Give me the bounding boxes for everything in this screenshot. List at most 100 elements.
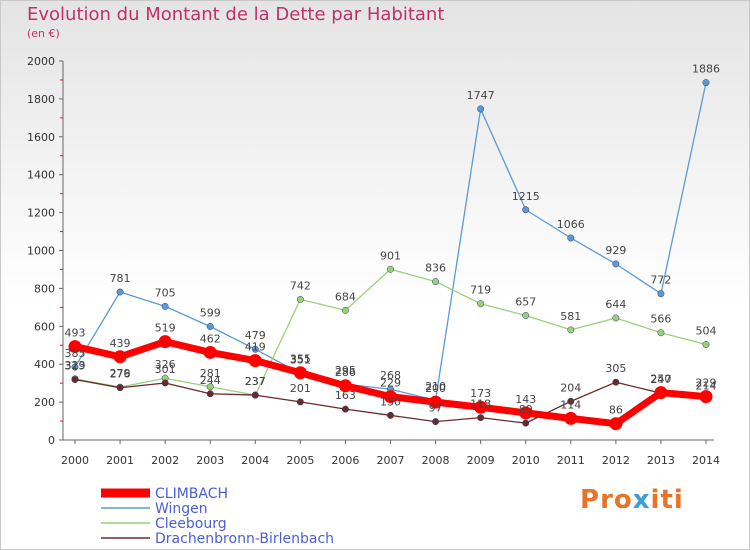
data-label-wingen: 772 bbox=[650, 274, 671, 287]
data-label-cleebourg: 237 bbox=[245, 375, 266, 388]
data-point-drachenbronn-birlenbach bbox=[161, 379, 169, 387]
logo-letter: o bbox=[613, 485, 633, 515]
y-tick-label: 400 bbox=[34, 358, 55, 371]
data-point-drachenbronn-birlenbach bbox=[432, 418, 440, 426]
data-label-climbach: 493 bbox=[65, 327, 86, 340]
x-tick-label: 2011 bbox=[557, 454, 585, 467]
data-point-cleebourg bbox=[702, 341, 710, 348]
x-tick-label: 2006 bbox=[331, 454, 359, 467]
x-tick-label: 2014 bbox=[692, 454, 720, 467]
data-label-climbach: 355 bbox=[290, 353, 311, 366]
data-point-cleebourg bbox=[612, 314, 620, 322]
proxiti-logo: Proxiti bbox=[580, 485, 684, 515]
data-label-drachenbronn-birlenbach: 118 bbox=[470, 398, 491, 411]
y-tick-label: 1200 bbox=[27, 207, 55, 220]
data-point-drachenbronn-birlenbach bbox=[71, 376, 79, 383]
data-point-cleebourg bbox=[206, 383, 214, 391]
data-point-climbach bbox=[248, 354, 262, 368]
data-point-wingen bbox=[657, 290, 665, 298]
data-label-wingen: 1066 bbox=[557, 218, 585, 231]
x-tick-label: 2003 bbox=[196, 454, 224, 467]
data-label-cleebourg: 326 bbox=[155, 358, 176, 371]
data-point-climbach bbox=[113, 350, 127, 364]
y-tick-label: 200 bbox=[34, 396, 55, 409]
y-tick-label: 0 bbox=[48, 434, 55, 447]
data-label-drachenbronn-birlenbach: 301 bbox=[155, 363, 176, 376]
y-tick-label: 1800 bbox=[27, 93, 55, 106]
data-point-drachenbronn-birlenbach bbox=[341, 405, 349, 413]
data-label-climbach: 250 bbox=[650, 373, 671, 386]
x-tick-label: 2009 bbox=[467, 454, 495, 467]
data-label-cleebourg: 719 bbox=[470, 284, 491, 297]
logo-letter: i bbox=[673, 485, 684, 515]
data-point-wingen bbox=[612, 260, 620, 268]
logo-letter: r bbox=[600, 485, 614, 515]
data-label-wingen: 1215 bbox=[512, 190, 540, 203]
data-label-cleebourg: 581 bbox=[560, 310, 581, 323]
legend-label: Cleebourg bbox=[155, 516, 227, 532]
data-point-wingen bbox=[251, 345, 259, 353]
data-point-wingen bbox=[702, 79, 710, 87]
data-label-drachenbronn-birlenbach: 97 bbox=[429, 402, 443, 415]
data-label-wingen: 268 bbox=[380, 369, 401, 382]
data-point-drachenbronn-birlenbach bbox=[612, 378, 620, 386]
data-point-wingen bbox=[477, 105, 485, 113]
data-point-drachenbronn-birlenbach bbox=[522, 419, 530, 427]
data-label-climbach: 519 bbox=[155, 322, 176, 335]
series-layer bbox=[68, 79, 713, 431]
data-label-climbach: 173 bbox=[470, 387, 491, 400]
x-tick-label: 2008 bbox=[422, 454, 450, 467]
y-tick-label: 1400 bbox=[27, 169, 55, 182]
data-label-drachenbronn-birlenbach: 305 bbox=[605, 362, 626, 375]
data-label-climbach: 229 bbox=[696, 377, 717, 390]
legend: CLIMBACHWingenCleebourgDrachenbronn-Birl… bbox=[101, 486, 334, 547]
data-point-climbach bbox=[384, 390, 397, 404]
y-tick-label: 1000 bbox=[27, 245, 55, 258]
data-label-cleebourg: 279 bbox=[110, 367, 131, 380]
data-labels: 385 781 705 599 479 351 295 268 210 1747 1215 1066 9… bbox=[65, 63, 721, 417]
x-tick-label: 2000 bbox=[61, 454, 89, 467]
logo-letter: x bbox=[632, 485, 651, 515]
logo-letter: P bbox=[580, 485, 601, 515]
data-label-drachenbronn-birlenbach: 244 bbox=[200, 374, 221, 387]
data-label-climbach: 86 bbox=[609, 404, 623, 417]
data-point-cleebourg bbox=[296, 295, 304, 303]
data-label-wingen: 210 bbox=[425, 380, 446, 393]
data-point-climbach bbox=[68, 340, 82, 354]
data-label-wingen: 599 bbox=[200, 306, 221, 319]
data-point-wingen bbox=[522, 206, 530, 214]
data-label-drachenbronn-birlenbach: 214 bbox=[696, 379, 717, 392]
x-tick-label: 2004 bbox=[241, 454, 269, 467]
data-point-climbach bbox=[338, 379, 352, 393]
data-label-wingen: 781 bbox=[110, 272, 131, 285]
x-tick-label: 2002 bbox=[151, 454, 179, 467]
data-label-drachenbronn-birlenbach: 247 bbox=[650, 373, 671, 386]
data-point-climbach bbox=[203, 345, 217, 359]
data-label-drachenbronn-birlenbach: 130 bbox=[380, 395, 401, 408]
data-point-climbach bbox=[429, 395, 443, 409]
series-line-wingen bbox=[74, 82, 707, 401]
data-point-climbach bbox=[609, 417, 623, 431]
data-label-wingen: 1747 bbox=[467, 89, 495, 102]
data-point-cleebourg bbox=[567, 326, 575, 334]
data-point-climbach bbox=[293, 366, 307, 380]
data-label-drachenbronn-birlenbach: 201 bbox=[290, 382, 311, 395]
data-point-wingen bbox=[161, 302, 169, 310]
data-label-drachenbronn-birlenbach: 204 bbox=[560, 381, 581, 394]
data-point-drachenbronn-birlenbach bbox=[296, 398, 304, 406]
logo-letter: t bbox=[660, 485, 674, 515]
data-label-climbach: 462 bbox=[200, 332, 221, 345]
data-label-cleebourg: 566 bbox=[650, 313, 671, 326]
data-label-cleebourg: 323 bbox=[65, 359, 86, 372]
data-label-cleebourg: 684 bbox=[335, 290, 356, 303]
data-point-climbach bbox=[654, 386, 668, 400]
x-tick-label: 2012 bbox=[602, 454, 630, 467]
data-label-cleebourg: 657 bbox=[515, 295, 536, 308]
data-label-wingen: 705 bbox=[155, 286, 176, 299]
data-label-climbach: 286 bbox=[335, 366, 356, 379]
x-tick-label: 2013 bbox=[647, 454, 675, 467]
legend-label: CLIMBACH bbox=[155, 486, 228, 502]
data-label-wingen: 929 bbox=[605, 244, 626, 257]
